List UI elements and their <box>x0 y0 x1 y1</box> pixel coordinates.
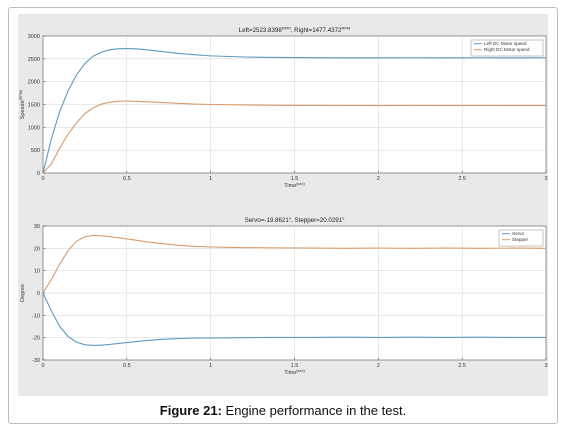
x-tick-label: 1.5 <box>291 363 299 369</box>
x-tick-label: 2.5 <box>458 363 466 369</box>
y-tick-label: -20 <box>32 336 40 342</box>
y-tick-label: 30 <box>34 224 40 230</box>
series-line-2 <box>42 100 546 174</box>
y-tick-label: -10 <box>32 313 40 319</box>
y-tick-label: -30 <box>32 358 40 364</box>
chart-2: 0 0.5 1 1.5 2 2.5 3 -30 -20 -10 0 10 20 30 Servo=-19.8… <box>20 216 548 377</box>
x-tick-label: 1 <box>209 176 212 182</box>
series-line-1 <box>42 292 546 347</box>
y-tick-label: 10 <box>34 269 40 275</box>
x-tick-label: 1 <box>209 363 212 369</box>
x-tick-label: 0.5 <box>123 176 131 182</box>
y-tick-label: 1000 <box>28 125 40 131</box>
legend-box <box>470 39 544 57</box>
x-tick-label: 0 <box>41 363 44 369</box>
chart-title: Left=2523.8398RPM, Right=1477.4372RPM <box>239 26 351 35</box>
y-tick-label: 0 <box>37 171 40 177</box>
x-tick-label: 3 <box>544 363 547 369</box>
series-line-1 <box>42 48 547 174</box>
charts-svg: 0 0.5 1 1.5 2 2.5 3050010001500200025003000Lef… <box>19 26 548 377</box>
caption-label: Figure 21: <box>159 403 222 418</box>
x-tick-label: 0 <box>41 176 44 182</box>
x-tick-label: 3 <box>544 176 547 182</box>
y-tick-label: 1500 <box>28 103 40 109</box>
y-tick-label: 20 <box>34 246 40 252</box>
x-axis-label: Time(sec) <box>284 182 305 189</box>
x-tick-label: 0.5 <box>123 363 131 369</box>
y-tick-label: 2000 <box>28 80 40 86</box>
x-axis-label: Time(sec) <box>284 369 305 376</box>
legend-entry: Left DC Motor speed <box>484 41 527 46</box>
y-tick-label: 500 <box>31 148 40 154</box>
chart-1: 0 0.5 1 1.5 2 2.5 3 0 500 1000 1500 2000 2500 3000 Lef… <box>19 26 548 190</box>
x-tick-label: 2 <box>377 176 380 182</box>
figure-caption: Figure 21: Engine performance in the tes… <box>0 403 566 418</box>
x-tick-label: 1.5 <box>291 176 299 182</box>
legend-entry: Right DC Motor speed <box>484 47 530 52</box>
y-tick-label: 0 <box>37 291 40 297</box>
y-axis-label: Speeds(RPM) <box>19 89 26 119</box>
x-tick-label: 2 <box>377 363 380 369</box>
y-tick-label: 2500 <box>28 57 40 63</box>
figure-frame <box>8 7 558 424</box>
y-tick-label: 3000 <box>28 34 40 40</box>
legend-entry: Stepper <box>512 237 529 242</box>
series-line-2 <box>42 234 547 294</box>
x-tick-label: 2.5 <box>458 176 466 182</box>
caption-text: Engine performance in the test. <box>221 403 407 418</box>
chart-title: Servo=-19.8621o, Stepper=20.0291o <box>245 216 346 225</box>
figure-canvas: 0 0.5 1 1.5 2 2.5 3 0 500 1000 1500 2000 2500 3000 Lef… <box>18 14 548 396</box>
legend-entry: Servo <box>512 231 524 236</box>
y-axis-label: Degree <box>20 284 26 302</box>
